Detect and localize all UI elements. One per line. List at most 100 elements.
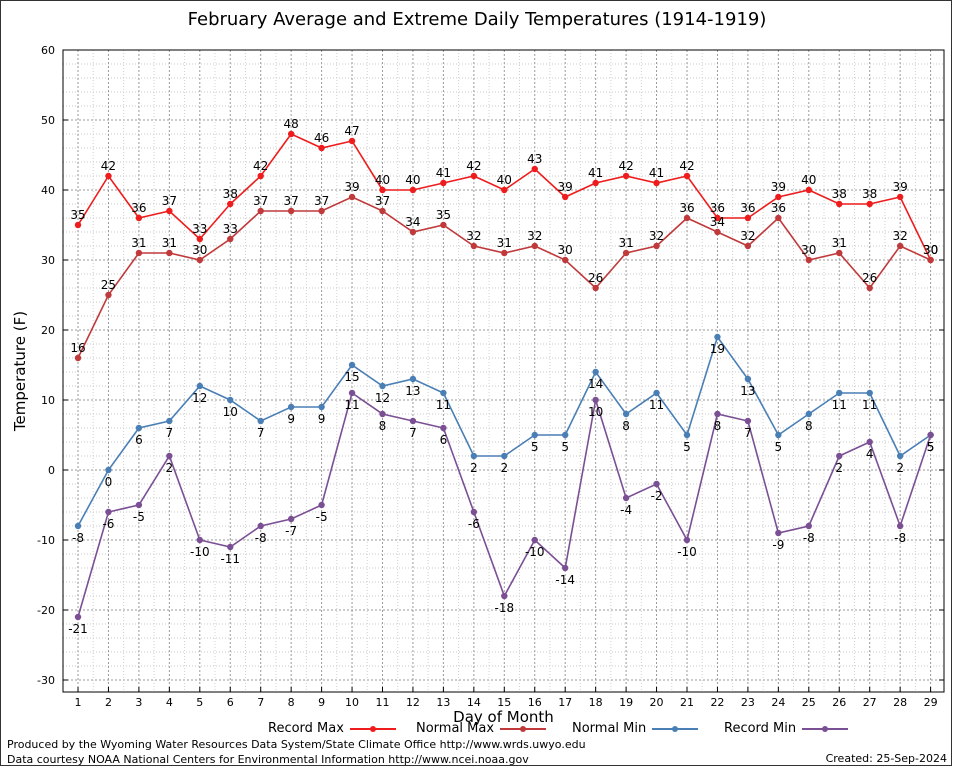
data-label-normal-min: 9 <box>318 412 326 426</box>
data-label-record-max: 46 <box>314 131 329 145</box>
data-point-normal-max <box>927 256 934 264</box>
data-label-record-max: 39 <box>771 180 786 194</box>
data-point-normal-max <box>318 207 325 215</box>
data-label-record-min: -6 <box>468 517 480 531</box>
data-label-record-min: -5 <box>133 510 145 524</box>
data-point-normal-min <box>775 431 782 439</box>
data-label-record-min: 11 <box>344 398 359 412</box>
data-label-normal-min: 5 <box>927 440 935 454</box>
data-point-record-max <box>440 179 447 187</box>
data-label-normal-max: 30 <box>192 243 207 257</box>
data-point-record-max <box>836 200 843 208</box>
data-label-record-max: 47 <box>344 124 359 138</box>
data-point-normal-min <box>470 452 478 460</box>
data-point-normal-min <box>896 452 904 460</box>
y-tick-label: 60 <box>41 44 55 57</box>
data-point-record-max <box>531 165 538 173</box>
data-label-normal-max: 34 <box>405 215 420 229</box>
data-point-normal-max <box>74 354 82 362</box>
x-tick-label: 12 <box>406 696 420 709</box>
data-point-normal-max <box>896 242 904 250</box>
data-point-normal-min <box>866 389 873 397</box>
legend-label: Record Max <box>268 721 344 736</box>
data-label-normal-min: 8 <box>805 419 813 433</box>
data-point-normal-max <box>562 256 569 264</box>
x-tick-label: 11 <box>376 696 390 709</box>
data-point-normal-max <box>440 221 447 229</box>
data-label-normal-max: 31 <box>497 236 512 250</box>
data-label-normal-min: 12 <box>192 391 207 405</box>
x-tick-label: 15 <box>497 696 511 709</box>
data-point-record-min <box>379 410 386 418</box>
data-point-normal-max <box>257 207 264 215</box>
data-point-record-max <box>683 172 691 180</box>
data-label-normal-min: 9 <box>287 412 295 426</box>
data-label-normal-min: 12 <box>375 391 390 405</box>
x-tick-label: 27 <box>863 696 877 709</box>
data-label-record-min: -9 <box>772 538 784 552</box>
data-label-record-max: 36 <box>740 201 755 215</box>
data-label-normal-min: 13 <box>740 384 755 398</box>
data-label-normal-max: 32 <box>893 229 908 243</box>
data-point-normal-min <box>135 424 143 432</box>
data-point-record-min <box>927 431 934 439</box>
data-point-record-max <box>166 207 173 215</box>
data-label-normal-max: 32 <box>649 229 664 243</box>
data-label-record-min: -8 <box>894 531 906 545</box>
data-label-normal-max: 32 <box>466 229 481 243</box>
y-tick-label: 0 <box>48 464 55 477</box>
data-label-record-max: 41 <box>588 166 603 180</box>
data-label-normal-max: 37 <box>314 194 329 208</box>
data-point-record-max <box>105 172 112 180</box>
data-label-normal-max: 34 <box>710 215 725 229</box>
x-tick-label: 25 <box>802 696 816 709</box>
data-label-record-max: 36 <box>131 201 146 215</box>
data-point-record-max <box>348 137 356 145</box>
y-tick-label: -30 <box>37 674 55 687</box>
data-label-record-min: -8 <box>803 531 815 545</box>
data-label-record-max: 30 <box>923 243 938 257</box>
data-point-normal-max <box>531 242 538 250</box>
data-point-normal-max <box>653 242 660 250</box>
x-tick-label: 21 <box>680 696 694 709</box>
data-point-record-min <box>318 501 325 509</box>
legend-item-normal-min: Normal Min <box>572 721 699 736</box>
data-label-record-max: 38 <box>223 187 238 201</box>
data-point-record-min <box>562 564 569 572</box>
data-label-normal-max: 36 <box>679 201 694 215</box>
data-label-record-max: 39 <box>558 180 573 194</box>
data-label-record-max: 42 <box>101 159 116 173</box>
data-label-record-min: -14 <box>555 573 575 587</box>
data-label-normal-min: 5 <box>561 440 569 454</box>
data-label-normal-min: 2 <box>470 461 478 475</box>
data-point-record-max <box>379 186 386 194</box>
data-label-normal-min: 11 <box>436 398 451 412</box>
data-point-normal-max <box>348 193 356 201</box>
legend-item-record-min: Record Min <box>724 721 849 736</box>
data-label-normal-min: 7 <box>166 426 174 440</box>
data-label-normal-max: 32 <box>527 229 542 243</box>
data-point-record-min <box>896 522 904 530</box>
data-label-normal-max: 39 <box>344 180 359 194</box>
x-tick-label: 24 <box>771 696 785 709</box>
data-label-normal-min: 10 <box>223 405 238 419</box>
x-tick-label: 28 <box>893 696 907 709</box>
legend-label: Record Min <box>724 721 797 736</box>
x-tick-label: 16 <box>528 696 542 709</box>
data-label-normal-max: 31 <box>131 236 146 250</box>
data-label-record-min: 6 <box>440 433 448 447</box>
data-label-record-min: 5 <box>927 440 935 454</box>
data-point-record-max <box>775 193 782 201</box>
data-point-record-min <box>166 452 173 460</box>
data-point-normal-min <box>166 417 173 425</box>
data-label-record-max: 33 <box>192 222 207 236</box>
data-label-record-max: 42 <box>466 159 481 173</box>
legend-label: Normal Max <box>416 721 495 736</box>
y-axis-title: Temperature (F) <box>11 311 29 432</box>
data-label-normal-max: 35 <box>436 208 451 222</box>
data-label-normal-min: 11 <box>649 398 664 412</box>
data-point-record-min <box>287 515 295 523</box>
data-label-record-min: -8 <box>255 531 267 545</box>
